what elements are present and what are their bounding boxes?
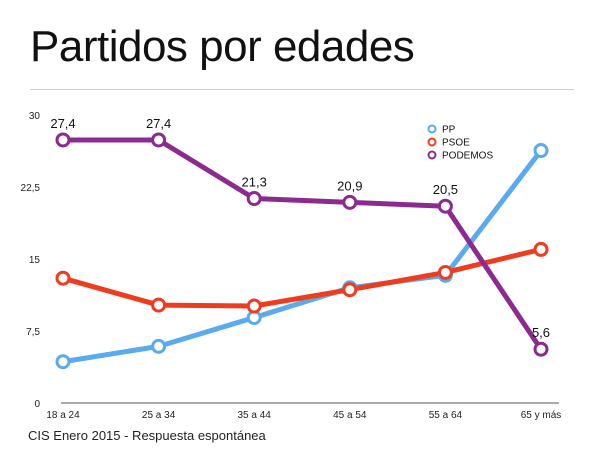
data-point-psoe (342, 282, 358, 298)
data-label-podemos: 5,6 (532, 325, 550, 340)
chart-lines (60, 137, 544, 365)
data-point-psoe (246, 298, 262, 314)
data-label-podemos: 21,3 (242, 175, 267, 190)
data-point-podemos (55, 132, 71, 148)
data-point-podemos (342, 194, 358, 210)
legend-label-psoe: PSOE (442, 138, 470, 149)
y-tick-label: 30 (29, 111, 41, 122)
data-point-pp (151, 338, 167, 354)
data-point-podemos (246, 191, 262, 207)
y-tick-label: 15 (29, 255, 41, 266)
data-point-psoe (55, 270, 71, 286)
legend-marker-pp (427, 124, 437, 134)
series-line-podemos (60, 137, 544, 352)
legend-label-podemos: PODEMOS (442, 151, 493, 162)
x-tick-label: 55 a 64 (429, 410, 463, 421)
series-line-pp (60, 148, 544, 365)
data-point-podemos (437, 198, 453, 214)
chart-legend: PP PSOE PODEMOS (427, 124, 493, 162)
x-tick-label: 25 a 34 (142, 410, 176, 421)
data-point-psoe (533, 241, 549, 257)
legend-label-pp: PP (442, 125, 456, 136)
legend-marker-psoe (427, 137, 437, 147)
x-tick-label: 65 y más (521, 410, 562, 421)
data-point-psoe (437, 264, 453, 280)
data-label-podemos: 20,5 (433, 182, 458, 197)
data-point-podemos (533, 341, 549, 357)
data-point-podemos (151, 132, 167, 148)
y-tick-label: 0 (34, 399, 40, 410)
y-tick-label: 22,5 (21, 183, 41, 194)
series-line-psoe (60, 246, 544, 309)
title-divider (30, 89, 574, 90)
data-label-podemos: 27,4 (146, 116, 171, 131)
chart-axes: 0 7,5 15 22,5 30 18 a 24 25 a 34 35 a 44 45 a 54… (21, 111, 562, 421)
x-tick-label: 45 a 54 (333, 410, 367, 421)
source-note: CIS Enero 2015 - Respuesta espontánea (28, 428, 266, 443)
y-tick-label: 7,5 (26, 327, 40, 338)
data-label-podemos: 20,9 (337, 178, 362, 193)
data-point-pp (533, 143, 549, 159)
x-tick-label: 18 a 24 (46, 410, 80, 421)
chart-points (55, 132, 549, 370)
data-point-psoe (151, 297, 167, 313)
x-tick-label: 35 a 44 (238, 410, 272, 421)
chart-data-labels: 27,4 27,4 21,3 20,9 20,5 5,6 (50, 116, 550, 340)
legend-marker-podemos (427, 150, 437, 160)
data-label-podemos: 27,4 (50, 116, 75, 131)
data-point-pp (55, 354, 71, 370)
chart-title: Partidos por edades (30, 22, 415, 71)
